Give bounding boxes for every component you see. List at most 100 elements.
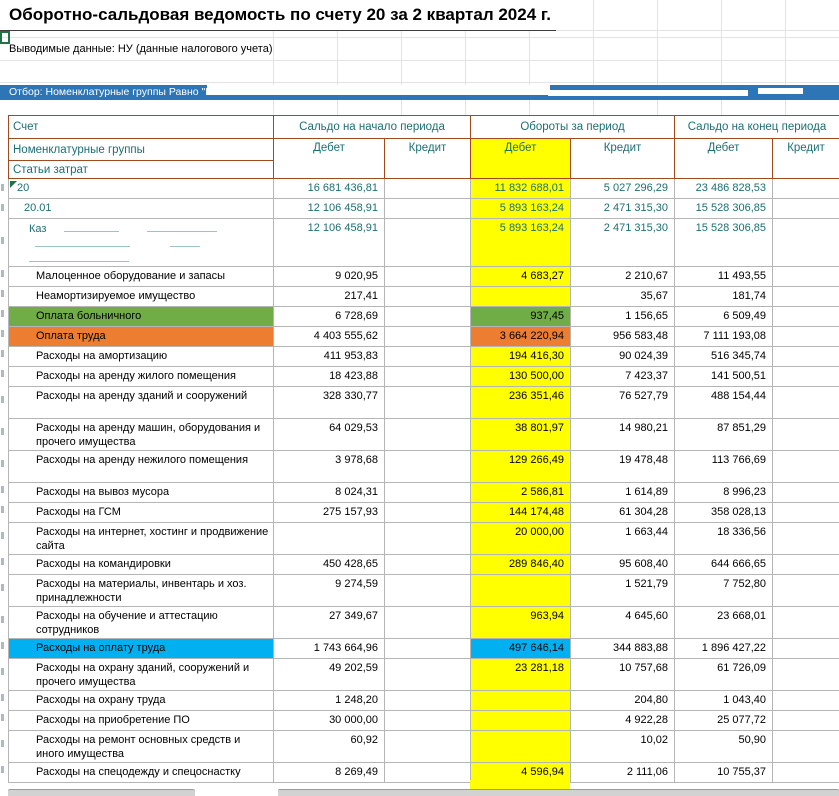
cell-debit-opening[interactable]: 1 248,20 [274,691,385,711]
cell-credit-opening[interactable] [385,607,471,639]
cell-credit-closing[interactable] [773,607,839,639]
cell-debit-opening[interactable]: 9 274,59 [274,575,385,607]
cell-credit-turnover[interactable]: 2 111,06 [571,763,675,783]
cell-credit-opening[interactable] [385,503,471,523]
header-debit-closing[interactable]: Дебет [675,139,773,179]
header-account[interactable]: Счет [9,116,274,139]
cell-credit-turnover[interactable]: 5 027 296,29 [571,179,675,199]
cell-debit-turnover[interactable]: 3 664 220,94 [471,327,571,347]
cell-debit-opening[interactable]: 60,92 [274,731,385,763]
cell-row-name[interactable]: Оплата больничного [9,307,274,327]
cell-credit-closing[interactable] [773,503,839,523]
cell-debit-turnover[interactable]: 289 846,40 [471,555,571,575]
header-credit-closing[interactable]: Кредит [773,139,839,179]
cell-credit-closing[interactable] [773,575,839,607]
cell-row-name[interactable]: Малоценное оборудование и запасы [9,267,274,287]
cell-row-name[interactable]: 20 [9,179,274,199]
cell-debit-opening[interactable]: 27 349,67 [274,607,385,639]
cell-debit-turnover[interactable]: 20 000,00 [471,523,571,555]
cell-credit-opening[interactable] [385,307,471,327]
cell-credit-turnover[interactable]: 344 883,88 [571,639,675,659]
cell-row-name[interactable]: 20.01 [9,199,274,219]
cell-credit-closing[interactable] [773,711,839,731]
cell-credit-closing[interactable] [773,179,839,199]
cell-credit-closing[interactable] [773,199,839,219]
header-closing-balance[interactable]: Сальдо на конец периода [675,116,839,139]
cell-debit-closing[interactable]: 23 486 828,53 [675,179,773,199]
cell-credit-closing[interactable] [773,763,839,783]
cell-debit-opening[interactable]: 64 029,53 [274,419,385,451]
cell-credit-turnover[interactable]: 4 645,60 [571,607,675,639]
header-nomenclature-groups[interactable]: Номенклатурные группы [9,139,274,161]
cell-debit-closing[interactable]: 15 528 306,85 [675,199,773,219]
cell-credit-closing[interactable] [773,555,839,575]
cell-debit-opening[interactable]: 328 330,77 [274,387,385,419]
cell-debit-turnover[interactable]: 4 683,27 [471,267,571,287]
cell-credit-turnover[interactable]: 956 583,48 [571,327,675,347]
cell-row-name[interactable]: Расходы на охрану труда [9,691,274,711]
cell-debit-turnover[interactable]: 937,45 [471,307,571,327]
cell-credit-closing[interactable] [773,327,839,347]
cell-row-name[interactable]: Расходы на аренду нежилого помещения [9,451,274,483]
cell-credit-turnover[interactable]: 7 423,37 [571,367,675,387]
cell-debit-closing[interactable]: 7 752,80 [675,575,773,607]
cell-row-name[interactable]: Расходы на аренду машин, оборудования и … [9,419,274,451]
cell-credit-closing[interactable] [773,287,839,307]
cell-credit-opening[interactable] [385,451,471,483]
cell-credit-turnover[interactable]: 19 478,48 [571,451,675,483]
cell-debit-opening[interactable]: 12 106 458,91 [274,199,385,219]
cell-row-name[interactable]: Расходы на амортизацию [9,347,274,367]
cell-credit-opening[interactable] [385,523,471,555]
cell-debit-turnover[interactable]: 194 416,30 [471,347,571,367]
cell-debit-opening[interactable]: 8 024,31 [274,483,385,503]
cell-debit-turnover[interactable] [471,575,571,607]
cell-debit-closing[interactable]: 11 493,55 [675,267,773,287]
cell-debit-turnover[interactable]: 963,94 [471,607,571,639]
cell-debit-closing[interactable]: 18 336,56 [675,523,773,555]
cell-debit-turnover[interactable] [471,731,571,763]
header-debit-turnover[interactable]: Дебет [471,139,571,179]
cell-row-name[interactable]: Расходы на интернет, хостинг и продвижен… [9,523,274,555]
cell-debit-turnover[interactable]: 23 281,18 [471,659,571,691]
cell-debit-closing[interactable]: 61 726,09 [675,659,773,691]
cell-debit-opening[interactable]: 49 202,59 [274,659,385,691]
cell-debit-turnover[interactable] [471,711,571,731]
cell-row-name[interactable]: Расходы на вывоз мусора [9,483,274,503]
cell-debit-closing[interactable]: 644 666,65 [675,555,773,575]
cell-row-name[interactable]: Оплата труда [9,327,274,347]
cell-credit-turnover[interactable]: 2 210,67 [571,267,675,287]
cell-debit-turnover[interactable]: 38 801,97 [471,419,571,451]
cell-debit-turnover[interactable]: 5 893 163,24 [471,219,571,267]
header-cost-items[interactable]: Статьи затрат [9,161,274,179]
header-credit-opening[interactable]: Кредит [385,139,471,179]
cell-debit-opening[interactable]: 450 428,65 [274,555,385,575]
cell-debit-closing[interactable]: 141 500,51 [675,367,773,387]
cell-row-name[interactable]: Расходы на командировки [9,555,274,575]
cell-debit-opening[interactable]: 30 000,00 [274,711,385,731]
cell-credit-turnover[interactable]: 1 521,79 [571,575,675,607]
cell-row-name[interactable]: Расходы на материалы, инвентарь и хоз. п… [9,575,274,607]
cell-row-name[interactable]: Расходы на обучение и аттестацию сотрудн… [9,607,274,639]
cell-debit-opening[interactable]: 18 423,88 [274,367,385,387]
cell-row-name[interactable]: Расходы на ремонт основных средств и ино… [9,731,274,763]
cell-debit-closing[interactable]: 50,90 [675,731,773,763]
cell-credit-opening[interactable] [385,659,471,691]
cell-debit-turnover[interactable] [471,287,571,307]
cell-debit-closing[interactable]: 10 755,37 [675,763,773,783]
cell-credit-opening[interactable] [385,763,471,783]
cell-row-name[interactable]: Расходы на ГСМ [9,503,274,523]
cell-credit-turnover[interactable]: 14 980,21 [571,419,675,451]
cell-debit-closing[interactable]: 181,74 [675,287,773,307]
cell-debit-opening[interactable]: 4 403 555,62 [274,327,385,347]
cell-debit-opening[interactable]: 217,41 [274,287,385,307]
cell-debit-turnover[interactable]: 5 893 163,24 [471,199,571,219]
cell-debit-opening[interactable] [274,523,385,555]
cell-debit-turnover[interactable]: 129 266,49 [471,451,571,483]
cell-debit-opening[interactable]: 12 106 458,91 [274,219,385,267]
cell-debit-closing[interactable]: 1 043,40 [675,691,773,711]
cell-credit-closing[interactable] [773,347,839,367]
cell-debit-closing[interactable]: 8 996,23 [675,483,773,503]
header-credit-turnover[interactable]: Кредит [571,139,675,179]
cell-debit-closing[interactable]: 25 077,72 [675,711,773,731]
cell-debit-closing[interactable]: 1 896 427,22 [675,639,773,659]
